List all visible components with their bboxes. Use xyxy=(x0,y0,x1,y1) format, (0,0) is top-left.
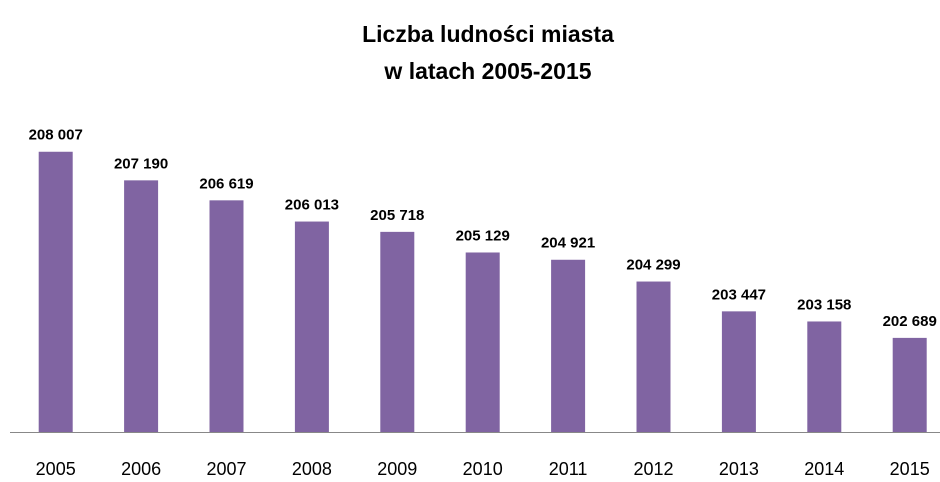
bar xyxy=(209,200,244,432)
bar xyxy=(807,321,842,432)
bar xyxy=(721,311,756,432)
x-tick-label: 2006 xyxy=(121,459,161,479)
value-label: 203 447 xyxy=(712,286,766,303)
x-tick-label: 2010 xyxy=(463,459,503,479)
value-label: 205 718 xyxy=(370,207,424,224)
chart-title: Liczba ludności miasta xyxy=(362,21,614,47)
value-label: 206 619 xyxy=(199,175,253,192)
x-tick-label: 2005 xyxy=(36,459,76,479)
bar xyxy=(124,180,159,432)
bar xyxy=(380,231,415,432)
x-tick-label: 2014 xyxy=(804,459,844,479)
x-tick-label: 2013 xyxy=(719,459,759,479)
value-label: 203 158 xyxy=(797,296,851,313)
x-tick-label: 2015 xyxy=(890,459,930,479)
bar xyxy=(551,259,586,432)
chart-title: w latach 2005-2015 xyxy=(383,58,591,84)
value-label: 204 299 xyxy=(626,257,680,274)
value-label: 207 190 xyxy=(114,155,168,172)
x-tick-label: 2012 xyxy=(633,459,673,479)
bar xyxy=(465,252,500,432)
bar xyxy=(38,151,73,432)
x-tick-label: 2009 xyxy=(377,459,417,479)
value-label: 204 921 xyxy=(541,235,595,252)
value-label: 206 013 xyxy=(285,197,339,214)
value-label: 208 007 xyxy=(29,127,83,144)
value-label: 205 129 xyxy=(456,227,510,244)
bar xyxy=(636,281,671,432)
value-label: 202 689 xyxy=(883,313,937,330)
x-tick-label: 2011 xyxy=(549,459,588,479)
bar xyxy=(892,337,927,432)
x-tick-label: 2007 xyxy=(206,459,246,479)
x-tick-label: 2008 xyxy=(292,459,332,479)
bar xyxy=(294,221,329,432)
